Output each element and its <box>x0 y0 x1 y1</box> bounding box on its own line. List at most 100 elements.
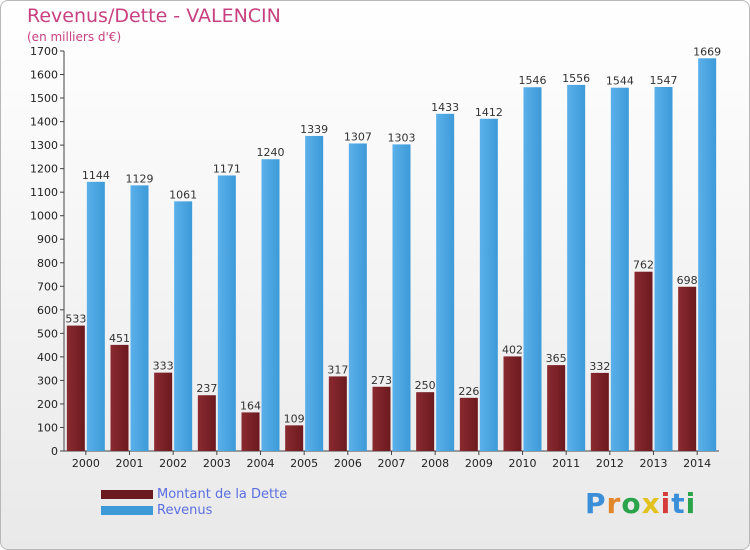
value-label-revenus: 1546 <box>519 74 547 87</box>
x-tick-label: 2010 <box>509 457 537 470</box>
value-label-dette: 317 <box>327 363 348 376</box>
y-tick-label: 1200 <box>30 163 58 176</box>
value-label-revenus: 1129 <box>126 172 154 185</box>
value-label-dette: 698 <box>677 274 698 287</box>
y-tick-label: 1100 <box>30 186 58 199</box>
logo-letter: i <box>660 487 672 520</box>
value-label-revenus: 1144 <box>82 169 110 182</box>
bar-revenus <box>567 84 586 451</box>
chart-subtitle: (en milliers d'€) <box>27 30 122 44</box>
value-label-dette: 332 <box>589 360 610 373</box>
y-tick-label: 1700 <box>30 45 58 58</box>
value-label-revenus: 1061 <box>169 188 197 201</box>
value-label-dette: 109 <box>284 412 305 425</box>
y-tick-label: 900 <box>37 233 58 246</box>
x-tick-label: 2009 <box>465 457 493 470</box>
x-tick-label: 2002 <box>159 457 187 470</box>
value-label-revenus: 1556 <box>562 72 590 85</box>
value-label-revenus: 1171 <box>213 162 241 175</box>
bar-revenus <box>523 87 542 451</box>
y-tick-label: 400 <box>37 351 58 364</box>
x-tick-label: 2007 <box>378 457 406 470</box>
x-tick-label: 2004 <box>247 457 275 470</box>
y-tick-label: 100 <box>37 421 58 434</box>
x-tick-label: 2001 <box>116 457 144 470</box>
bar-dette <box>285 425 304 451</box>
bar-dette <box>197 395 216 451</box>
y-tick-label: 1600 <box>30 69 58 82</box>
value-label-dette: 273 <box>371 374 392 387</box>
bar-dette <box>110 344 129 451</box>
value-label-dette: 533 <box>65 313 86 326</box>
chart-title: Revenus/Dette - VALENCIN <box>27 5 281 27</box>
value-label-dette: 451 <box>109 332 130 345</box>
y-tick-label: 500 <box>37 327 58 340</box>
legend-swatch-revenus <box>101 506 153 515</box>
legend-label-dette: Montant de la Dette <box>157 487 288 502</box>
bar-revenus <box>610 87 629 452</box>
bar-revenus <box>348 143 367 451</box>
bar-dette <box>66 325 85 451</box>
value-label-dette: 164 <box>240 399 261 412</box>
x-tick-label: 2014 <box>683 457 711 470</box>
logo-letter: r <box>606 487 622 520</box>
x-tick-label: 2005 <box>290 457 318 470</box>
legend-swatch-dette <box>101 490 153 499</box>
x-tick-label: 2011 <box>552 457 580 470</box>
y-tick-label: 300 <box>37 374 58 387</box>
value-label-revenus: 1544 <box>606 75 634 88</box>
value-label-dette: 237 <box>196 382 217 395</box>
value-label-revenus: 1303 <box>388 131 416 144</box>
value-label-revenus: 1240 <box>257 146 285 159</box>
value-label-revenus: 1307 <box>344 130 372 143</box>
x-tick-label: 2008 <box>421 457 449 470</box>
y-tick-label: 1500 <box>30 92 58 105</box>
x-tick-label: 2000 <box>72 457 100 470</box>
y-tick-label: 0 <box>51 445 58 458</box>
value-label-revenus: 1412 <box>475 106 503 119</box>
bar-revenus <box>654 87 673 451</box>
logo-letter: t <box>671 487 686 520</box>
bar-dette <box>241 412 260 451</box>
x-tick-label: 2013 <box>640 457 668 470</box>
logo-letter: x <box>641 487 661 520</box>
logo-letter: i <box>685 487 697 520</box>
bar-revenus <box>86 181 105 451</box>
y-tick-label: 1000 <box>30 210 58 223</box>
bar-revenus <box>305 135 324 452</box>
value-label-dette: 250 <box>415 379 436 392</box>
value-label-revenus: 1339 <box>300 123 328 136</box>
y-tick-label: 600 <box>37 304 58 317</box>
bar-revenus <box>217 175 236 451</box>
y-tick-label: 1400 <box>30 116 58 129</box>
bar-revenus <box>698 58 717 451</box>
value-label-revenus: 1433 <box>431 101 459 114</box>
bar-revenus <box>174 201 193 451</box>
bar-dette <box>416 392 435 451</box>
value-label-revenus: 1547 <box>650 74 678 87</box>
value-label-revenus: 1669 <box>693 45 721 58</box>
value-label-dette: 333 <box>153 360 174 373</box>
bar-dette <box>678 286 697 451</box>
x-tick-label: 2012 <box>596 457 624 470</box>
bar-revenus <box>436 113 455 451</box>
y-tick-label: 200 <box>37 398 58 411</box>
bar-revenus <box>392 144 411 452</box>
y-tick-label: 800 <box>37 257 58 270</box>
x-tick-label: 2006 <box>334 457 362 470</box>
bar-dette <box>634 271 653 451</box>
bar-dette <box>372 386 391 451</box>
bar-revenus <box>479 118 498 451</box>
value-label-dette: 226 <box>458 385 479 398</box>
value-label-dette: 762 <box>633 259 654 272</box>
value-label-dette: 402 <box>502 343 523 356</box>
legend-label-revenus: Revenus <box>157 503 213 518</box>
value-label-dette: 365 <box>546 352 567 365</box>
x-tick-label: 2003 <box>203 457 231 470</box>
bar-dette <box>590 372 609 451</box>
bar-revenus <box>130 185 149 451</box>
bar-dette <box>328 376 347 451</box>
bar-dette <box>547 365 566 451</box>
